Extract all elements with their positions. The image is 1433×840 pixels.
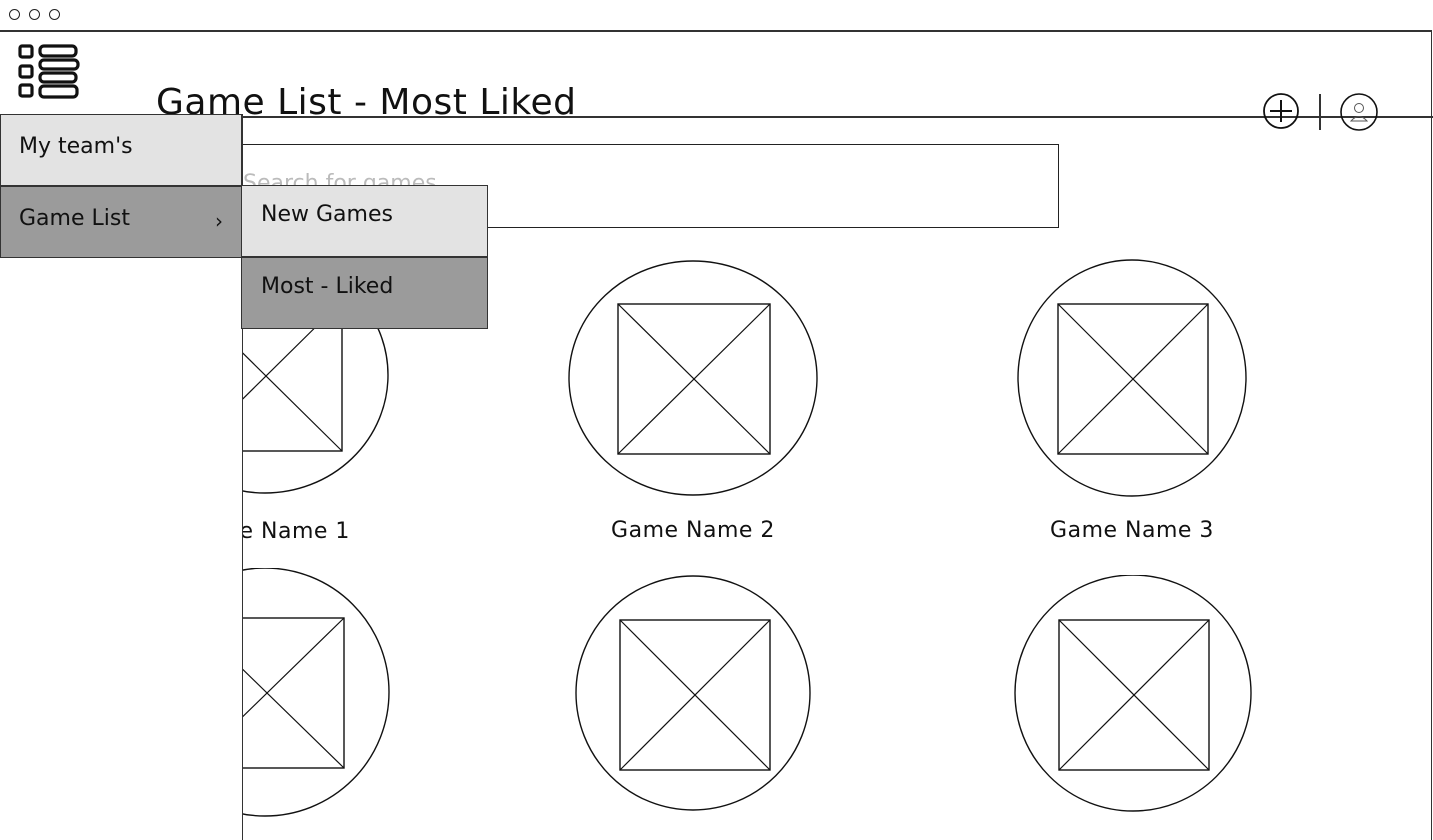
submenu-item-label: New Games [261, 202, 393, 227]
user-circle-icon[interactable] [1339, 92, 1379, 132]
window-frame [0, 30, 1432, 840]
sidebar-item-game-list[interactable]: Game List › [0, 186, 242, 258]
image-placeholder-icon [1014, 575, 1252, 812]
sidebar-item-my-teams[interactable]: My team's [0, 114, 242, 186]
window-close-dot-icon[interactable] [9, 9, 20, 20]
sidebar-nav: My team's Game List › [0, 114, 243, 840]
image-placeholder-icon [1017, 259, 1247, 497]
game-name: Game Name 3 [1050, 518, 1214, 543]
sidebar-item-label: My team's [19, 134, 133, 159]
app-header: Game List - Most Liked [0, 32, 1433, 131]
game-name: Game Name 2 [611, 518, 775, 543]
header-divider [1319, 94, 1321, 130]
plus-circle-icon[interactable] [1262, 92, 1300, 130]
submenu-item-label: Most - Liked [261, 274, 394, 299]
window-minimize-dot-icon[interactable] [29, 9, 40, 20]
chevron-right-icon: › [215, 209, 223, 233]
hamburger-list-icon[interactable] [16, 44, 80, 102]
submenu-item-new-games[interactable]: New Games [241, 185, 488, 257]
submenu-item-most-liked[interactable]: Most - Liked [241, 257, 488, 329]
window-titlebar [0, 0, 1433, 30]
window-maximize-dot-icon[interactable] [49, 9, 60, 20]
sidebar-item-label: Game List [19, 206, 130, 231]
image-placeholder-icon [575, 575, 811, 811]
image-placeholder-icon [568, 260, 818, 496]
